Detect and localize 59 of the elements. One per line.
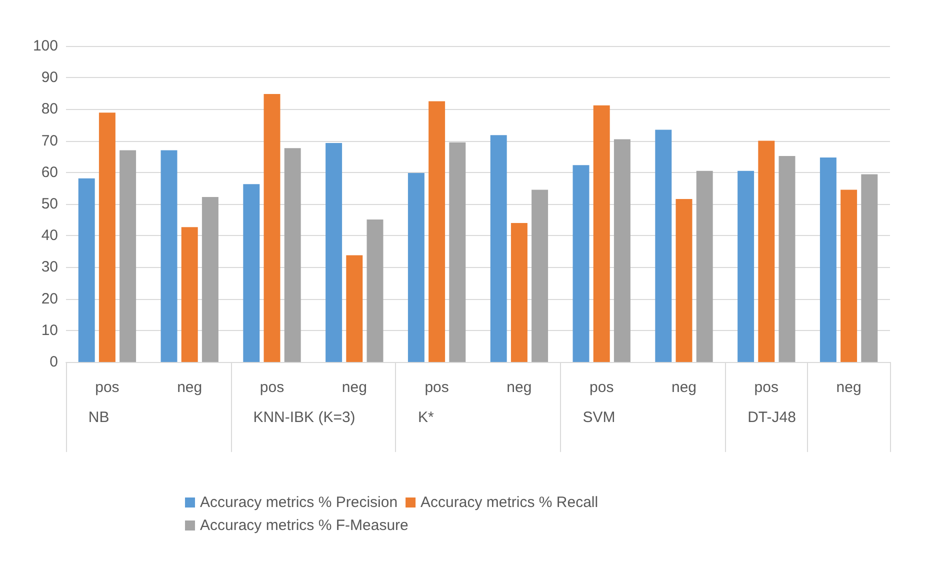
bar [366,219,384,362]
legend-label: Accuracy metrics % Recall [420,494,598,511]
x-tick-label: pos [424,379,449,396]
bar [614,139,630,362]
bar [758,140,775,362]
legend-label: Accuracy metrics % F-Measure [200,517,408,534]
text: NB [88,409,110,426]
y-tick-label: 70 [41,132,58,150]
x-tick-label: pos [754,379,778,396]
bar [861,174,878,362]
bar [160,150,178,362]
y-tick-label: 30 [41,258,58,276]
y-tick-label: 0 [50,354,58,370]
x-tick-label: neg [342,379,367,396]
bar [655,130,672,362]
bar [326,143,342,362]
text: DT-J48 [748,409,796,426]
x-tick-label: neg [836,379,862,396]
bar [181,227,198,362]
bar [593,105,610,362]
y-tick-label: 10 [41,322,58,339]
bar [78,178,95,362]
x-tick-label: pos [260,379,284,396]
y-tick-label: 60 [41,164,58,181]
bar [510,222,528,362]
bar [243,184,260,362]
bar [346,255,363,362]
x-tick-label: pos [590,379,614,396]
bar [449,142,466,362]
y-tick-label: 50 [41,196,58,212]
bar [98,112,116,362]
bar [284,148,301,362]
x-tick-label: neg [177,379,202,396]
x-tick-label: neg [506,379,532,396]
x-tick-label: pos [95,379,120,396]
y-tick-label: 100 [32,38,58,54]
bar [490,135,507,362]
x-tick-label: neg [671,379,697,396]
bar [264,94,280,362]
text: KNN-IBK (K=3) [253,409,356,426]
bar [202,197,218,362]
y-tick-label: 40 [41,227,58,244]
text: K* [418,409,434,426]
bar [778,156,796,362]
bar [120,150,136,362]
bar [572,165,590,362]
text: SVM [582,409,616,426]
bar [738,170,754,362]
bar [696,170,713,362]
y-tick-label: 80 [41,100,58,118]
bar [532,190,548,362]
y-tick-label: 90 [41,69,58,86]
bar [408,173,424,362]
bar [840,190,858,362]
bar [820,158,836,362]
bar [676,198,692,362]
legend-label: Accuracy metrics % Precision [200,494,398,511]
bar [428,101,446,362]
y-tick-label: 20 [41,290,58,308]
